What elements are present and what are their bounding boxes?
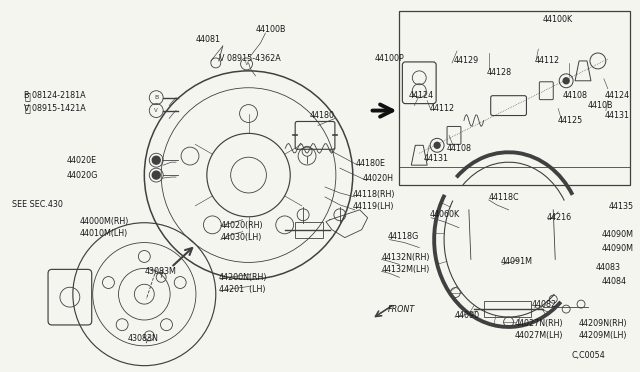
Text: 44090M: 44090M bbox=[602, 244, 634, 253]
Text: 44135: 44135 bbox=[609, 202, 634, 211]
Text: 44118G: 44118G bbox=[387, 232, 419, 241]
Text: 44209M(LH): 44209M(LH) bbox=[579, 331, 628, 340]
Bar bbox=[484, 301, 531, 317]
Text: 43083M: 43083M bbox=[145, 267, 176, 276]
Text: V: V bbox=[154, 108, 158, 113]
Text: 44060K: 44060K bbox=[429, 210, 460, 219]
Text: 44010M(LH): 44010M(LH) bbox=[80, 229, 128, 238]
Text: V: V bbox=[244, 61, 248, 67]
Text: 44020E: 44020E bbox=[67, 156, 97, 165]
Text: 44124: 44124 bbox=[408, 91, 433, 100]
Text: Ⓑ: Ⓑ bbox=[24, 91, 30, 101]
Text: 43083N: 43083N bbox=[127, 334, 158, 343]
Text: 44090: 44090 bbox=[455, 311, 480, 320]
Text: 44180E: 44180E bbox=[356, 159, 386, 168]
Text: 44216: 44216 bbox=[547, 213, 572, 222]
Text: C,C0054: C,C0054 bbox=[571, 351, 605, 360]
Text: 44030(LH): 44030(LH) bbox=[221, 233, 262, 242]
Text: 44201  (LH): 44201 (LH) bbox=[219, 285, 265, 294]
Text: 44027N(RH): 44027N(RH) bbox=[515, 320, 563, 328]
Circle shape bbox=[152, 171, 160, 179]
Text: 44132M(LH): 44132M(LH) bbox=[381, 265, 430, 274]
Text: Ⓥ: Ⓥ bbox=[24, 103, 30, 113]
Text: FRONT: FRONT bbox=[387, 305, 415, 314]
Text: 44100K: 44100K bbox=[542, 15, 572, 24]
Text: 44020(RH): 44020(RH) bbox=[221, 221, 264, 230]
Text: 44132N(RH): 44132N(RH) bbox=[381, 253, 430, 262]
Text: 44112: 44112 bbox=[534, 57, 559, 65]
Text: 44084: 44084 bbox=[602, 277, 627, 286]
Text: B: B bbox=[154, 95, 158, 100]
Text: SEE SEC.430: SEE SEC.430 bbox=[12, 201, 63, 209]
Text: 44083: 44083 bbox=[596, 263, 621, 272]
Text: 44118(RH): 44118(RH) bbox=[353, 190, 396, 199]
Circle shape bbox=[152, 156, 160, 164]
Text: 44112: 44112 bbox=[429, 104, 454, 113]
Text: 44128: 44128 bbox=[487, 68, 512, 77]
Text: 44131: 44131 bbox=[605, 111, 630, 120]
Text: 44081: 44081 bbox=[196, 35, 221, 44]
Bar bbox=[399, 11, 630, 185]
Text: 44118C: 44118C bbox=[489, 193, 519, 202]
Text: 44100B: 44100B bbox=[255, 25, 286, 34]
Text: 44091M: 44091M bbox=[500, 257, 532, 266]
Text: 44125: 44125 bbox=[557, 116, 582, 125]
Text: 44000M(RH): 44000M(RH) bbox=[80, 217, 129, 226]
Text: 44020G: 44020G bbox=[67, 171, 99, 180]
Text: 44129: 44129 bbox=[454, 57, 479, 65]
Text: 44100P: 44100P bbox=[374, 54, 404, 64]
Circle shape bbox=[434, 142, 440, 148]
Text: 44020H: 44020H bbox=[363, 174, 394, 183]
Text: V 08915-4362A: V 08915-4362A bbox=[219, 54, 280, 64]
Text: 44090M: 44090M bbox=[602, 230, 634, 239]
Text: 44200N(RH): 44200N(RH) bbox=[219, 273, 268, 282]
Text: 44082: 44082 bbox=[531, 299, 557, 309]
Text: 44180: 44180 bbox=[310, 111, 335, 120]
Text: V 08915-1421A: V 08915-1421A bbox=[24, 104, 86, 113]
Text: 44124: 44124 bbox=[605, 91, 630, 100]
Text: 44131: 44131 bbox=[423, 154, 448, 163]
Circle shape bbox=[563, 78, 569, 84]
Text: 44119(LH): 44119(LH) bbox=[353, 202, 394, 211]
Text: 44027M(LH): 44027M(LH) bbox=[515, 331, 563, 340]
Text: 44108: 44108 bbox=[447, 144, 472, 153]
Text: 4410B: 4410B bbox=[588, 101, 614, 110]
Text: B 08124-2181A: B 08124-2181A bbox=[24, 91, 86, 100]
Bar bbox=[295, 222, 323, 238]
Text: 44108: 44108 bbox=[562, 91, 587, 100]
Text: 44209N(RH): 44209N(RH) bbox=[579, 320, 628, 328]
